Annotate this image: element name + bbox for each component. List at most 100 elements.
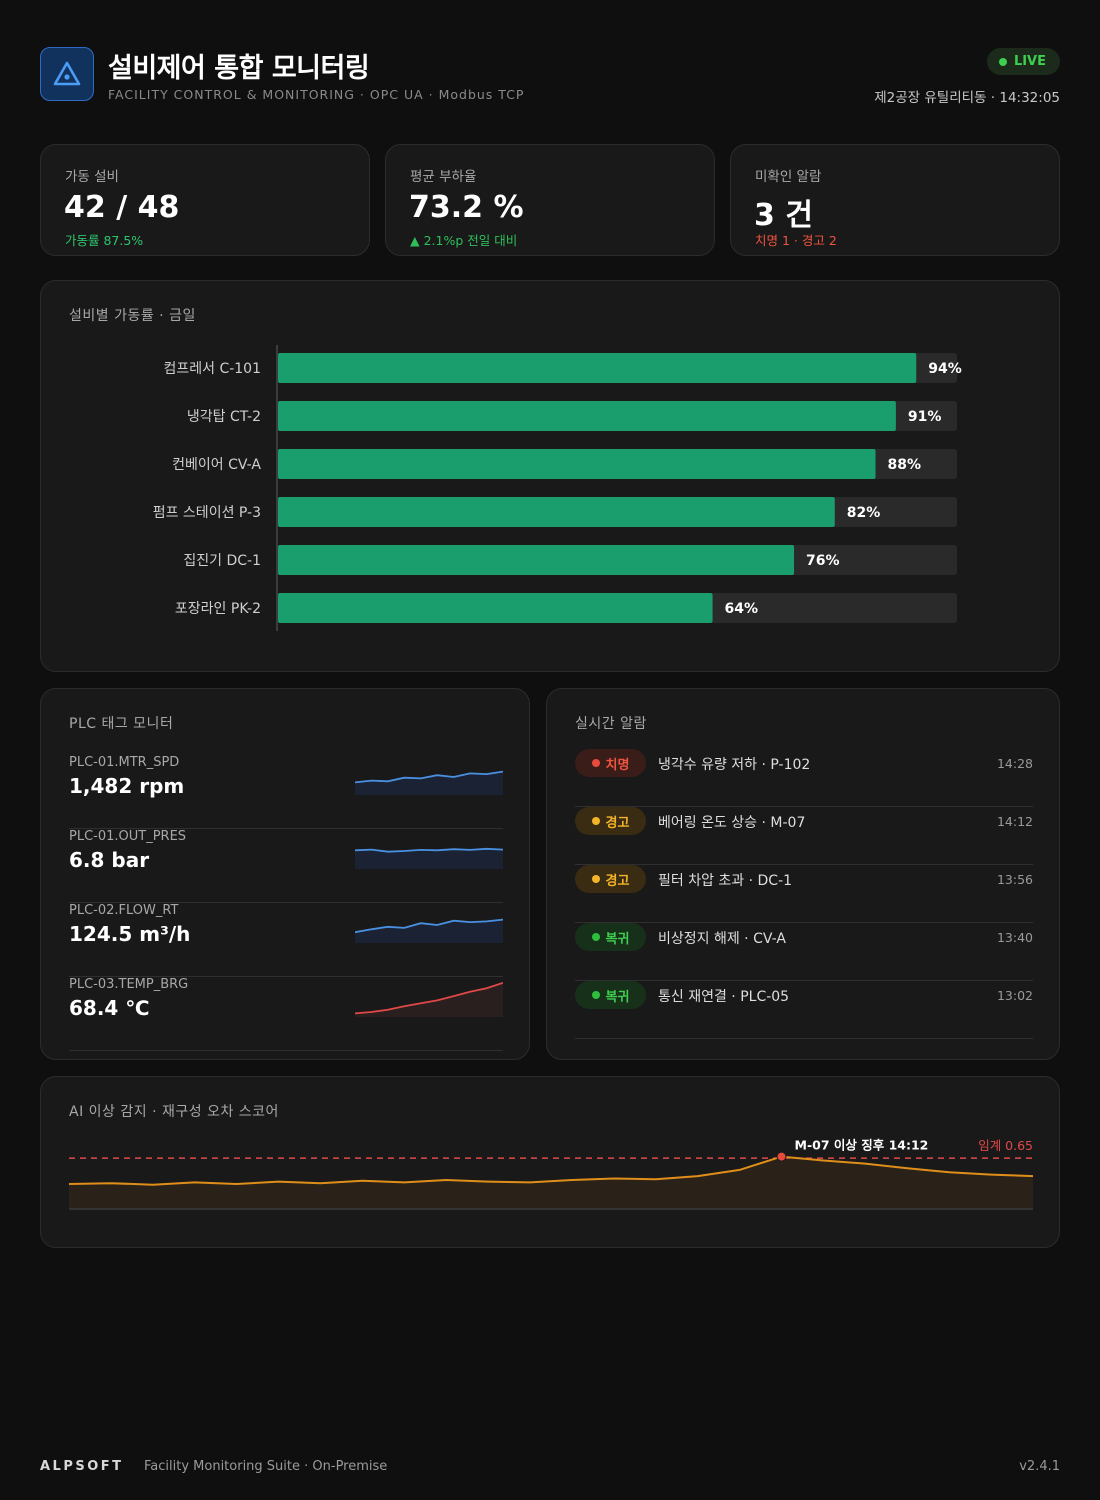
- sparkline-area: [355, 919, 503, 943]
- kpi-running-sub: 가동률 87.5%: [65, 233, 144, 248]
- alarm-level-dot-icon: [591, 991, 600, 999]
- bar[interactable]: [278, 497, 835, 527]
- header: 설비제어 통합 모니터링 FACILITY CONTROL & MONITORI…: [40, 46, 1060, 106]
- kpi-load-card[interactable]: 평균 부하율 73.2 % ▲ 2.1%p 전일 대비: [385, 144, 715, 256]
- plc-tag-name: PLC-02.FLOW_RT: [69, 903, 179, 918]
- plc-sparkline: [355, 847, 503, 869]
- bar[interactable]: [278, 593, 713, 623]
- bar-category-label: 컴프레서 C-101: [163, 361, 261, 377]
- alarm-row[interactable]: 치명 냉각수 유량 저하 · P-102 14:28: [575, 749, 1033, 807]
- kpi-load-sub: ▲ 2.1%p 전일 대비: [410, 233, 518, 248]
- anomaly-threshold-label: 임계 0.65: [978, 1138, 1033, 1153]
- alarm-time: 14:28: [996, 756, 1033, 771]
- anomaly-score-chart: 임계 0.65 M-07 이상 징후 14:12: [68, 1138, 1034, 1210]
- bar[interactable]: [278, 401, 896, 431]
- sparkline-area: [355, 982, 503, 1017]
- alarm-level-dot-icon: [591, 875, 600, 883]
- anomaly-area: [69, 1156, 1033, 1209]
- footer-brand: ALPSOFT: [40, 1459, 124, 1474]
- alarm-level-dot-icon: [591, 759, 600, 767]
- plc-tag-name: PLC-01.MTR_SPD: [69, 755, 180, 770]
- page-title: 설비제어 통합 모니터링: [108, 53, 370, 84]
- bar[interactable]: [278, 353, 917, 383]
- anomaly-marker[interactable]: [776, 1151, 787, 1162]
- bar-value-label: 64%: [725, 601, 759, 617]
- alarm-card: 실시간 알람 치명 냉각수 유량 저하 · P-102 14:28 경고 베어링 온도 …: [546, 688, 1060, 1060]
- kpi-alarm-label: 미확인 알람: [755, 169, 822, 185]
- alarm-row[interactable]: 경고 필터 차압 초과 · DC-1 13:56: [575, 865, 1033, 923]
- availability-card: 설비별 가동률 · 금일 컴프레서 C-101 94% 냉각탑 CT-2 91% 컨베이…: [40, 280, 1060, 672]
- plc-tag-row[interactable]: PLC-01.OUT_PRES 6.8 bar: [69, 829, 503, 903]
- live-dot-icon: [998, 57, 1007, 66]
- bar-category-label: 포장라인 PK-2: [175, 601, 261, 617]
- plc-card: PLC 태그 모니터 PLC-01.MTR_SPD 1,482 rpm PLC-01…: [40, 688, 530, 1060]
- bar-category-label: 펌프 스테이션 P-3: [153, 505, 261, 521]
- page-subtitle: FACILITY CONTROL & MONITORING · OPC UA ·…: [108, 87, 525, 102]
- bar-category-label: 컨베이어 CV-A: [172, 457, 261, 473]
- plc-sparkline: [355, 981, 503, 1017]
- alarm-row[interactable]: 경고 베어링 온도 상승 · M-07 14:12: [575, 807, 1033, 865]
- bar[interactable]: [278, 545, 795, 575]
- plc-tag-row[interactable]: PLC-03.TEMP_BRG 68.4 ℃: [69, 977, 503, 1051]
- plc-tag-name: PLC-01.OUT_PRES: [69, 829, 187, 844]
- app-logo: [40, 47, 94, 101]
- bar[interactable]: [278, 449, 876, 479]
- alarm-level-label: 복귀: [605, 931, 630, 947]
- location-clock: 제2공장 유틸리티동 · 14:32:05: [874, 90, 1060, 106]
- kpi-load-label: 평균 부하율: [410, 169, 477, 185]
- alarm-message: 비상정지 해제 · CV-A: [658, 931, 786, 947]
- sparkline-line: [355, 847, 503, 853]
- kpi-running-label: 가동 설비: [65, 169, 119, 185]
- availability-title: 설비별 가동률 · 금일: [69, 308, 196, 324]
- alarm-title: 실시간 알람: [575, 716, 647, 732]
- sparkline-line: [355, 770, 503, 784]
- sparkline-line: [355, 981, 503, 1015]
- anomaly-title: AI 이상 감지 · 재구성 오차 스코어: [69, 1104, 279, 1120]
- bar-category-label: 집진기 DC-1: [183, 553, 261, 569]
- kpi-alarm-card[interactable]: 미확인 알람 3 건 치명 1 · 경고 2: [730, 144, 1060, 256]
- alarm-message: 냉각수 유량 저하 · P-102: [658, 757, 811, 773]
- footer-suite: Facility Monitoring Suite · On-Premise: [144, 1459, 388, 1474]
- alarm-level-label: 복귀: [605, 989, 630, 1005]
- kpi-load-value: 73.2 %: [409, 190, 524, 225]
- alarm-time: 13:40: [996, 930, 1033, 945]
- alarm-message: 베어링 온도 상승 · M-07: [658, 815, 806, 831]
- alarm-message: 통신 재연결 · PLC-05: [658, 989, 790, 1005]
- alarm-row[interactable]: 복귀 통신 재연결 · PLC-05 13:02: [575, 981, 1033, 1039]
- alarm-time: 13:56: [996, 872, 1033, 887]
- live-status-badge[interactable]: LIVE: [986, 48, 1060, 75]
- sparkline-line: [355, 918, 503, 934]
- sparkline-area: [355, 771, 503, 795]
- warning-triangle-icon: [53, 61, 81, 86]
- plc-title: PLC 태그 모니터: [69, 716, 174, 732]
- alarm-level-label: 경고: [605, 873, 630, 889]
- alarm-level-badge: 복귀: [575, 923, 646, 951]
- bar-value-label: 76%: [806, 553, 840, 569]
- plc-tag-name: PLC-03.TEMP_BRG: [69, 977, 189, 992]
- alarm-message: 필터 차압 초과 · DC-1: [658, 873, 793, 889]
- plc-tag-value: 124.5 m³/h: [69, 922, 191, 946]
- alarm-level-badge: 복귀: [575, 981, 646, 1009]
- alarm-level-label: 경고: [605, 815, 630, 831]
- alarm-level-dot-icon: [591, 817, 600, 825]
- bar-value-label: 91%: [908, 409, 942, 425]
- plc-sparkline: [355, 918, 503, 943]
- plc-tag-row[interactable]: PLC-01.MTR_SPD 1,482 rpm: [69, 755, 503, 829]
- kpi-running-card[interactable]: 가동 설비 42 / 48 가동률 87.5%: [40, 144, 370, 256]
- plc-tag-row[interactable]: PLC-02.FLOW_RT 124.5 m³/h: [69, 903, 503, 977]
- bar-value-label: 88%: [888, 457, 922, 473]
- alarm-time: 14:12: [996, 814, 1033, 829]
- plc-tag-value: 6.8 bar: [69, 848, 150, 872]
- anomaly-score-line: [68, 1155, 1034, 1186]
- bar-category-label: 냉각탑 CT-2: [187, 409, 261, 425]
- footer-version: v2.4.1: [1019, 1459, 1060, 1474]
- bar-value-label: 94%: [928, 361, 962, 377]
- alarm-level-dot-icon: [591, 933, 600, 941]
- alarm-level-badge: 치명: [575, 749, 646, 777]
- anomaly-card: AI 이상 감지 · 재구성 오차 스코어 임계 0.65 M-07 이상 징후 …: [40, 1076, 1060, 1248]
- plc-tag-value: 68.4 ℃: [69, 996, 150, 1020]
- alarm-level-badge: 경고: [575, 807, 646, 835]
- plc-tag-value: 1,482 rpm: [69, 774, 185, 798]
- kpi-running-value: 42 / 48: [64, 190, 180, 225]
- alarm-row[interactable]: 복귀 비상정지 해제 · CV-A 13:40: [575, 923, 1033, 981]
